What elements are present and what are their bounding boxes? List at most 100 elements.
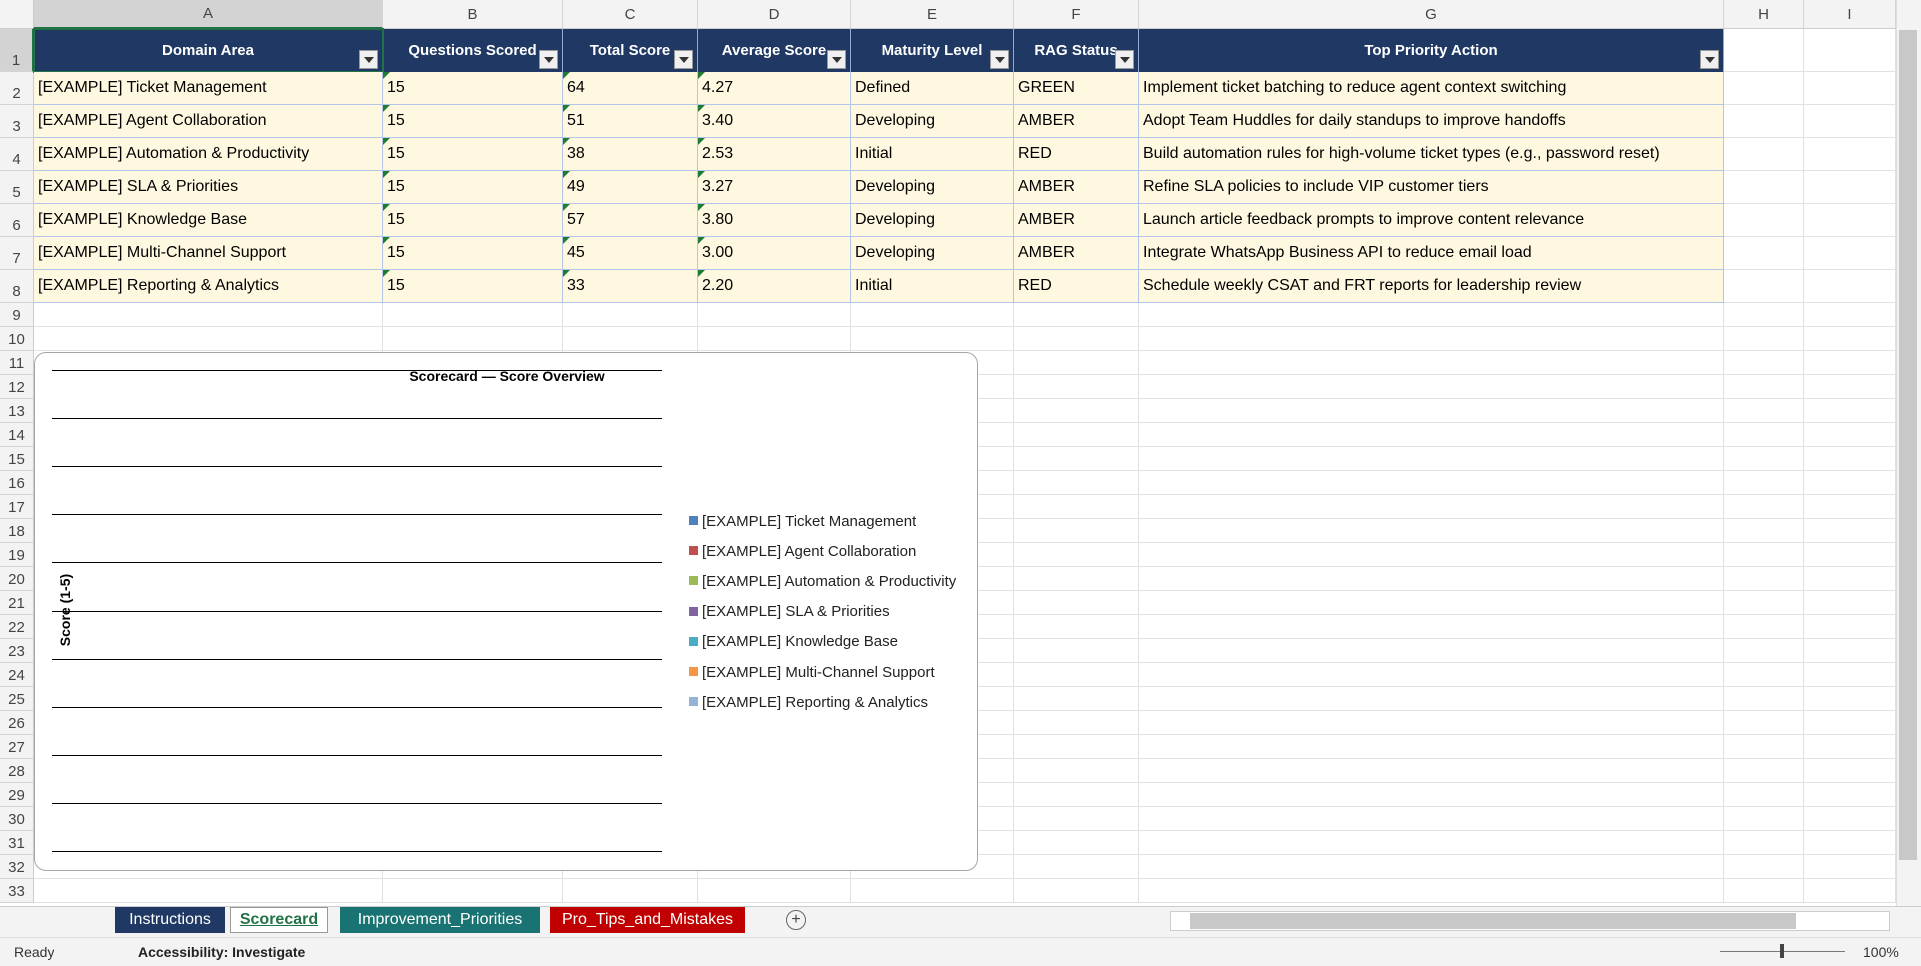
cell[interactable] <box>851 327 1014 351</box>
cell[interactable] <box>1139 351 1724 375</box>
cell[interactable] <box>1014 327 1139 351</box>
row-header[interactable]: 2 <box>0 72 34 105</box>
table-cell[interactable]: [EXAMPLE] Agent Collaboration <box>34 105 383 138</box>
row-header[interactable]: 22 <box>0 615 34 639</box>
cell[interactable] <box>1014 375 1139 399</box>
cell[interactable] <box>1804 495 1896 519</box>
table-cell[interactable]: AMBER <box>1014 105 1139 138</box>
cell[interactable] <box>1139 855 1724 879</box>
table-cell[interactable]: AMBER <box>1014 237 1139 270</box>
cell[interactable] <box>1804 138 1896 171</box>
cell[interactable] <box>1139 399 1724 423</box>
table-cell[interactable]: AMBER <box>1014 171 1139 204</box>
row-header[interactable]: 20 <box>0 567 34 591</box>
cell[interactable] <box>1139 495 1724 519</box>
table-cell[interactable]: 3.00 <box>698 237 851 270</box>
cell[interactable] <box>1724 783 1804 807</box>
cell[interactable] <box>1014 519 1139 543</box>
table-cell[interactable]: 2.53 <box>698 138 851 171</box>
table-cell[interactable]: AMBER <box>1014 204 1139 237</box>
accessibility-status[interactable]: Accessibility: Investigate <box>138 944 306 960</box>
table-cell[interactable]: Initial <box>851 270 1014 303</box>
cell[interactable] <box>1724 519 1804 543</box>
cell[interactable] <box>1804 270 1896 303</box>
cell[interactable] <box>383 327 563 351</box>
cell[interactable] <box>1804 855 1896 879</box>
row-header[interactable]: 6 <box>0 204 34 237</box>
cell[interactable] <box>1804 327 1896 351</box>
cell[interactable] <box>1014 399 1139 423</box>
scroll-thumb[interactable] <box>1899 30 1917 860</box>
row-header[interactable]: 28 <box>0 759 34 783</box>
cell[interactable] <box>1139 615 1724 639</box>
column-header[interactable]: B <box>383 0 563 29</box>
cell[interactable] <box>1139 519 1724 543</box>
cell[interactable] <box>1139 327 1724 351</box>
row-header[interactable]: 15 <box>0 447 34 471</box>
row-header[interactable]: 32 <box>0 855 34 879</box>
column-header[interactable]: F <box>1014 0 1139 29</box>
table-cell[interactable]: 3.27 <box>698 171 851 204</box>
cell[interactable] <box>1804 237 1896 270</box>
cell[interactable] <box>1804 105 1896 138</box>
row-header[interactable]: 29 <box>0 783 34 807</box>
row-header[interactable]: 13 <box>0 399 34 423</box>
table-cell[interactable]: 51 <box>563 105 698 138</box>
table-cell[interactable]: [EXAMPLE] Reporting & Analytics <box>34 270 383 303</box>
row-header[interactable]: 3 <box>0 105 34 138</box>
table-cell[interactable]: Schedule weekly CSAT and FRT reports for… <box>1139 270 1724 303</box>
row-header[interactable]: 17 <box>0 495 34 519</box>
cell[interactable] <box>1014 807 1139 831</box>
cell[interactable] <box>1724 399 1804 423</box>
cell[interactable] <box>851 879 1014 903</box>
cell[interactable] <box>1804 759 1896 783</box>
table-cell[interactable]: 15 <box>383 105 563 138</box>
cell[interactable] <box>1804 519 1896 543</box>
cell[interactable] <box>1724 543 1804 567</box>
cell[interactable] <box>1139 423 1724 447</box>
cell[interactable] <box>1724 567 1804 591</box>
cell[interactable] <box>1014 447 1139 471</box>
scroll-thumb[interactable] <box>1190 913 1796 929</box>
sheet-tab[interactable]: Pro_Tips_and_Mistakes <box>550 907 745 933</box>
cell[interactable] <box>1014 879 1139 903</box>
column-header[interactable]: A <box>34 0 383 29</box>
table-cell[interactable]: Refine SLA policies to include VIP custo… <box>1139 171 1724 204</box>
sheet-tab[interactable]: Scorecard <box>230 907 328 933</box>
table-cell[interactable]: 49 <box>563 171 698 204</box>
cell[interactable] <box>1139 543 1724 567</box>
row-header[interactable]: 24 <box>0 663 34 687</box>
cell[interactable] <box>1724 171 1804 204</box>
zoom-thumb[interactable] <box>1780 944 1784 958</box>
table-cell[interactable]: Launch article feedback prompts to impro… <box>1139 204 1724 237</box>
table-cell[interactable]: 57 <box>563 204 698 237</box>
filter-button[interactable] <box>359 50 378 69</box>
cell[interactable] <box>1014 687 1139 711</box>
row-header[interactable]: 14 <box>0 423 34 447</box>
row-header[interactable]: 8 <box>0 270 34 303</box>
sheet-tab[interactable]: Instructions <box>115 907 225 933</box>
cell[interactable] <box>1804 783 1896 807</box>
cell[interactable] <box>1724 687 1804 711</box>
table-cell[interactable]: 15 <box>383 138 563 171</box>
cell[interactable] <box>1724 471 1804 495</box>
cell[interactable] <box>1014 423 1139 447</box>
cell[interactable] <box>1804 591 1896 615</box>
row-header[interactable]: 9 <box>0 303 34 327</box>
column-header[interactable]: D <box>698 0 851 29</box>
cell[interactable] <box>1724 375 1804 399</box>
table-cell[interactable]: RED <box>1014 270 1139 303</box>
table-cell[interactable]: Developing <box>851 204 1014 237</box>
cell[interactable] <box>1139 375 1724 399</box>
cell[interactable] <box>1804 879 1896 903</box>
column-header[interactable]: G <box>1139 0 1724 29</box>
row-header[interactable]: 5 <box>0 171 34 204</box>
cell[interactable] <box>1139 447 1724 471</box>
cell[interactable] <box>1804 399 1896 423</box>
cell[interactable] <box>1724 351 1804 375</box>
cell[interactable] <box>1014 567 1139 591</box>
cell[interactable] <box>1724 759 1804 783</box>
cell[interactable] <box>383 879 563 903</box>
row-header[interactable]: 26 <box>0 711 34 735</box>
cell[interactable] <box>1724 270 1804 303</box>
